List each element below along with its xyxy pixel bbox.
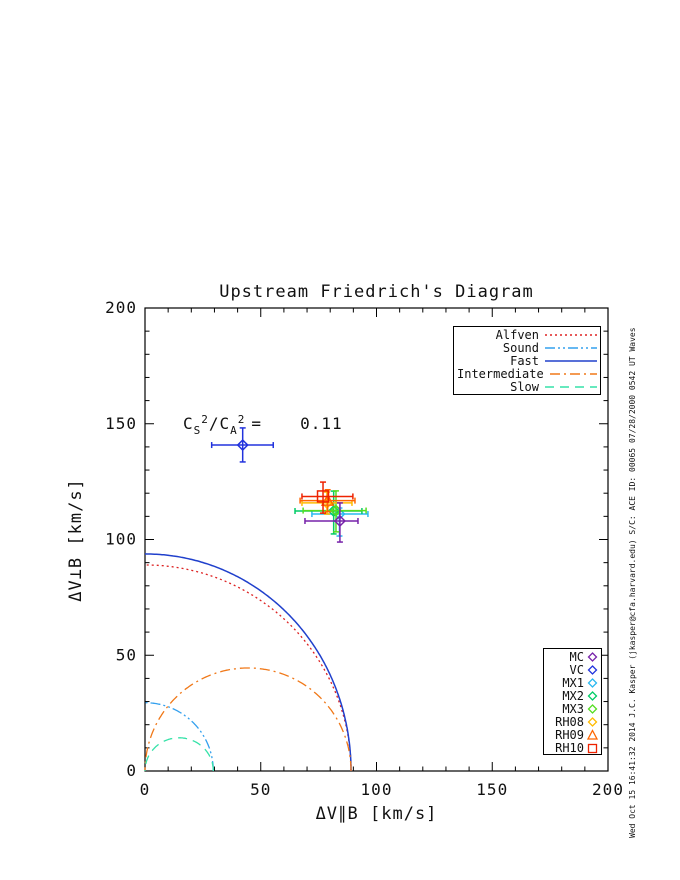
legend-label-mx1: MX1 bbox=[562, 676, 584, 691]
legend-marker-rh10 bbox=[587, 743, 598, 753]
x-axis-label: ΔV∥B [km/s] bbox=[315, 804, 438, 824]
mc-marker bbox=[333, 514, 346, 528]
legend-row-intermediate: Intermediate bbox=[457, 367, 597, 380]
legend-events: MC VC MX1 MX2 MX3 RH08 RH09 RH10 bbox=[543, 648, 602, 755]
mx2-marker-sample bbox=[587, 691, 598, 702]
y-tick-label: 100 bbox=[105, 530, 137, 549]
rh09-marker-sample bbox=[586, 728, 599, 740]
square-glyph bbox=[587, 743, 598, 753]
diamond-glyph bbox=[587, 652, 598, 663]
legend-marker-mx2 bbox=[587, 691, 598, 702]
legend-label-rh08: RH08 bbox=[555, 714, 584, 729]
diamond-glyph bbox=[587, 704, 598, 714]
vc-marker-sample bbox=[587, 665, 598, 676]
point-rh10 bbox=[301, 481, 354, 514]
legend-line-sample-alfven bbox=[545, 334, 597, 337]
point-rh09 bbox=[299, 488, 356, 513]
vc-marker bbox=[236, 438, 249, 452]
legend-label-vc: VC bbox=[569, 663, 584, 678]
triangle-glyph bbox=[586, 728, 599, 740]
legend-marker-rh09 bbox=[586, 728, 599, 740]
legend-line-sample-fast bbox=[545, 360, 597, 362]
x-tick-label: 150 bbox=[476, 780, 508, 799]
diamond-glyph bbox=[587, 691, 598, 702]
legend-row-vc: VC bbox=[546, 664, 599, 677]
y-tick-label: 50 bbox=[116, 645, 137, 664]
curve-sound bbox=[145, 702, 214, 771]
legend-marker-mx1 bbox=[587, 678, 598, 689]
legend-row-fast: Fast bbox=[457, 355, 597, 368]
rh09-marker bbox=[320, 493, 335, 506]
rh10-marker-sample bbox=[587, 743, 598, 753]
legend-row-mx2: MX2 bbox=[546, 690, 599, 703]
legend-label-mx3: MX3 bbox=[562, 702, 584, 716]
legend-label-mx2: MX2 bbox=[562, 689, 584, 704]
legend-row-sound: Sound bbox=[457, 342, 597, 355]
legend-row-mc: MC bbox=[546, 651, 599, 664]
legend-label-alfven: Alfven bbox=[495, 328, 539, 343]
legend-row-rh08: RH08 bbox=[546, 715, 599, 728]
legend-row-slow: Slow bbox=[457, 380, 597, 393]
x-tick-label: 100 bbox=[361, 780, 393, 799]
ann-equals: = bbox=[251, 414, 263, 433]
ann-slash: / bbox=[208, 414, 220, 433]
diamond-glyph bbox=[587, 716, 598, 727]
y-axis-label: ΔV⊥B [km/s] bbox=[66, 478, 86, 602]
legend-marker-vc bbox=[587, 665, 598, 676]
curve-alfven bbox=[145, 564, 352, 771]
curve-slow bbox=[144, 737, 214, 771]
x-tick-label: 50 bbox=[250, 780, 271, 799]
legend-line-sample-intermediate bbox=[549, 373, 597, 375]
ann-c2: C bbox=[219, 414, 231, 433]
legend-row-rh09: RH09 bbox=[546, 728, 599, 741]
point-vc bbox=[210, 427, 275, 463]
legend-label-mc: MC bbox=[569, 650, 584, 665]
legend-line-sample-sound bbox=[545, 347, 597, 349]
curve-intermediate bbox=[144, 667, 352, 771]
legend-marker-rh08 bbox=[587, 716, 598, 727]
ann-sup2: 2 bbox=[237, 413, 246, 426]
y-tick-label: 150 bbox=[105, 414, 137, 433]
ann-c1: C bbox=[183, 414, 194, 433]
mx3-marker-sample bbox=[587, 704, 598, 714]
legend-marker-mc bbox=[587, 652, 598, 663]
point-mx3 bbox=[302, 490, 367, 533]
mx1-marker-sample bbox=[587, 678, 598, 689]
legend-label-rh09: RH09 bbox=[555, 727, 584, 742]
diamond-glyph bbox=[587, 665, 598, 676]
legend-row-rh10: RH10 bbox=[546, 741, 599, 754]
mc-marker-sample bbox=[587, 652, 598, 663]
chart-title: Upstream Friedrich's Diagram bbox=[219, 282, 534, 302]
legend-row-alfven: Alfven bbox=[457, 329, 597, 342]
y-tick-label: 200 bbox=[105, 298, 137, 317]
y-tick-label: 0 bbox=[126, 761, 137, 780]
ann-value: 0.11 bbox=[300, 414, 343, 433]
rh08-marker-sample bbox=[587, 716, 598, 727]
legend-marker-mx3 bbox=[587, 704, 598, 714]
ann-sub1: S bbox=[193, 424, 202, 437]
legend-label-intermediate: Intermediate bbox=[457, 366, 544, 381]
legend-row-mx3: MX3 bbox=[546, 703, 599, 716]
legend-row-mx1: MX1 bbox=[546, 677, 599, 690]
x-tick-label: 200 bbox=[592, 780, 624, 799]
legend-line-sample-slow bbox=[545, 385, 597, 388]
rh10-marker bbox=[316, 490, 330, 503]
legend-label-fast: Fast bbox=[510, 353, 539, 368]
mx2-marker bbox=[327, 504, 340, 518]
x-tick-label: 0 bbox=[140, 780, 151, 799]
legend-wave-modes: Alfven Sound Fast Intermediate Slow bbox=[453, 326, 601, 395]
diamond-glyph bbox=[587, 678, 598, 689]
credit-sidebar-text: Wed Oct 15 16:41:32 2014 J.C. Kasper (jk… bbox=[628, 327, 637, 838]
legend-label-sound: Sound bbox=[502, 341, 539, 356]
ann-sup1: 2 bbox=[201, 413, 209, 426]
cs-ca-ratio-annotation: CS2/CA2 = 0.11 bbox=[183, 413, 343, 437]
curve-fast bbox=[144, 553, 352, 771]
ann-sub2: A bbox=[230, 424, 238, 437]
point-mc bbox=[304, 502, 359, 543]
legend-label-rh10: RH10 bbox=[555, 740, 584, 755]
legend-label-slow: Slow bbox=[510, 379, 539, 394]
